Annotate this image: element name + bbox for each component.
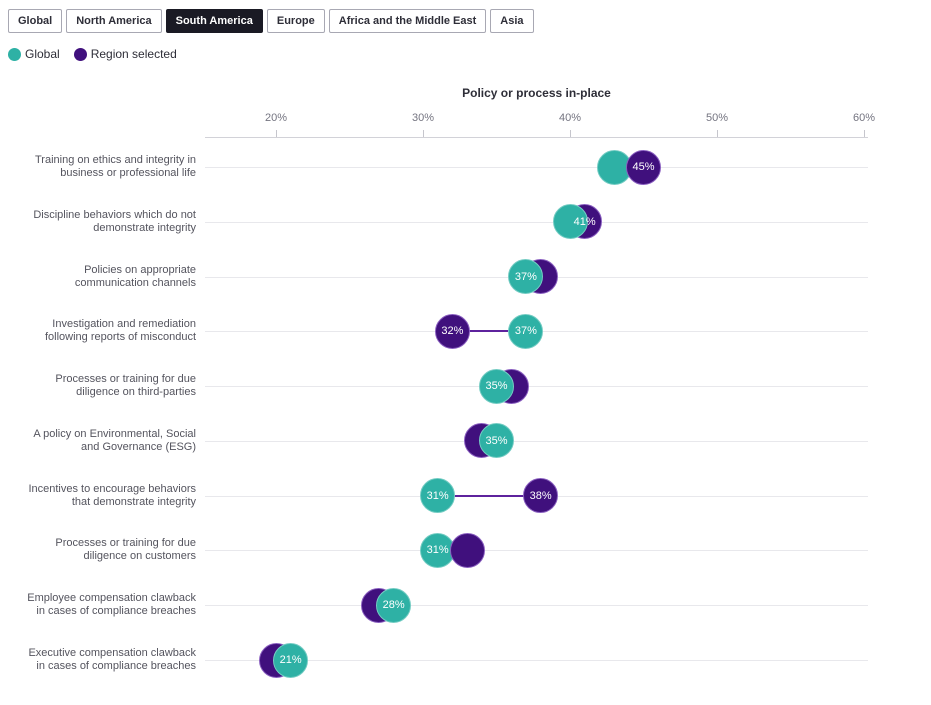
connector-line [452, 330, 526, 333]
legend-dot-global-icon [8, 47, 21, 61]
region-dot[interactable] [434, 313, 470, 349]
category-labels: Training on ethics and integrity in busin… [0, 137, 196, 682]
category-label: Discipline behaviors which do not demonst… [33, 208, 196, 234]
category-label: Executive compensation clawback in cases … [28, 647, 196, 673]
region-tabs: Global North America South America Europe Af… [8, 9, 534, 33]
row-line [205, 660, 868, 662]
tab-south-america[interactable]: South America [165, 9, 263, 33]
x-tick-mark [276, 130, 277, 137]
global-dot[interactable] [508, 313, 544, 349]
global-dot[interactable] [420, 532, 456, 568]
tab-north-america[interactable]: North America [66, 9, 162, 33]
global-dot[interactable] [479, 368, 514, 404]
x-axis-line [205, 137, 868, 138]
region-value-label: 41% [573, 215, 596, 228]
row-line [205, 386, 868, 388]
global-value-label: 35% [485, 380, 508, 393]
legend-item-global: Global [8, 47, 60, 61]
region-value-label: 38% [529, 489, 552, 502]
category-label: A policy on Environmental, Social and Gov… [33, 427, 196, 453]
tab-asia[interactable]: Asia [490, 9, 534, 33]
tab-africa-and-the-middle-east[interactable]: Africa and the Middle East [328, 9, 487, 33]
x-tick-label: 30% [411, 112, 435, 124]
global-value-label: 37% [514, 325, 537, 338]
x-tick-label: 60% [852, 112, 876, 124]
region-value-label: 32% [441, 325, 464, 338]
category-label: Incentives to encourage behaviors that de… [28, 482, 196, 508]
row-line [205, 550, 868, 552]
category-label: Processes or training for due diligence o… [55, 373, 196, 399]
tab-europe[interactable]: Europe [266, 9, 325, 33]
row-line [205, 605, 868, 607]
plot-area: 45% 41% 37% 37% 32% 35% 35% 31% 38% 31% 28% 21% [205, 137, 868, 682]
legend-label: Global [25, 47, 60, 61]
row-line [205, 221, 868, 223]
category-label: Training on ethics and integrity in busin… [34, 154, 196, 179]
category-label: Processes or training for due diligence o… [55, 537, 196, 563]
global-value-label: 28% [382, 599, 405, 612]
row-line [205, 440, 868, 442]
x-tick-mark [717, 130, 718, 137]
global-dot[interactable] [479, 423, 514, 459]
global-dot[interactable] [508, 259, 544, 295]
global-value-label: 31% [426, 544, 449, 557]
global-dot[interactable] [376, 587, 412, 623]
legend-dot-region-selected-icon [73, 47, 87, 61]
chart-title: Policy or process in-place [462, 86, 611, 100]
chart-legend: Global Region selected [8, 47, 177, 61]
legend-item-region-selected: Region selected [73, 47, 177, 61]
row-line [205, 167, 868, 168]
global-dot[interactable] [273, 642, 309, 678]
tab-global[interactable]: Global [8, 9, 63, 33]
category-label: Employee compensation clawback in cases o… [27, 592, 196, 618]
global-dot[interactable] [552, 204, 588, 240]
region-dot[interactable] [626, 149, 661, 185]
global-dot[interactable] [420, 478, 456, 514]
x-axis: Policy or process in-place 20% 30% 40% 50% 6… [205, 86, 875, 138]
region-dot[interactable] [523, 478, 559, 514]
category-label: Investigation and remediation following r… [44, 318, 196, 344]
x-tick-label: 20% [264, 112, 288, 124]
region-value-label: 45% [632, 161, 655, 173]
global-value-label: 21% [279, 654, 302, 667]
category-label: Policies on appropriate communication cha… [74, 263, 196, 289]
global-value-label: 37% [514, 270, 537, 283]
x-tick-mark [423, 130, 424, 137]
region-dot[interactable] [449, 532, 485, 568]
x-tick-label: 50% [705, 112, 729, 124]
global-value-label: 35% [485, 434, 508, 447]
x-tick-mark [570, 130, 571, 137]
x-tick-label: 40% [558, 112, 582, 124]
x-tick-mark [864, 130, 865, 137]
legend-label: Region selected [90, 47, 177, 61]
connector-line [437, 494, 541, 497]
global-dot[interactable] [596, 149, 632, 185]
global-value-label: 31% [426, 489, 449, 502]
